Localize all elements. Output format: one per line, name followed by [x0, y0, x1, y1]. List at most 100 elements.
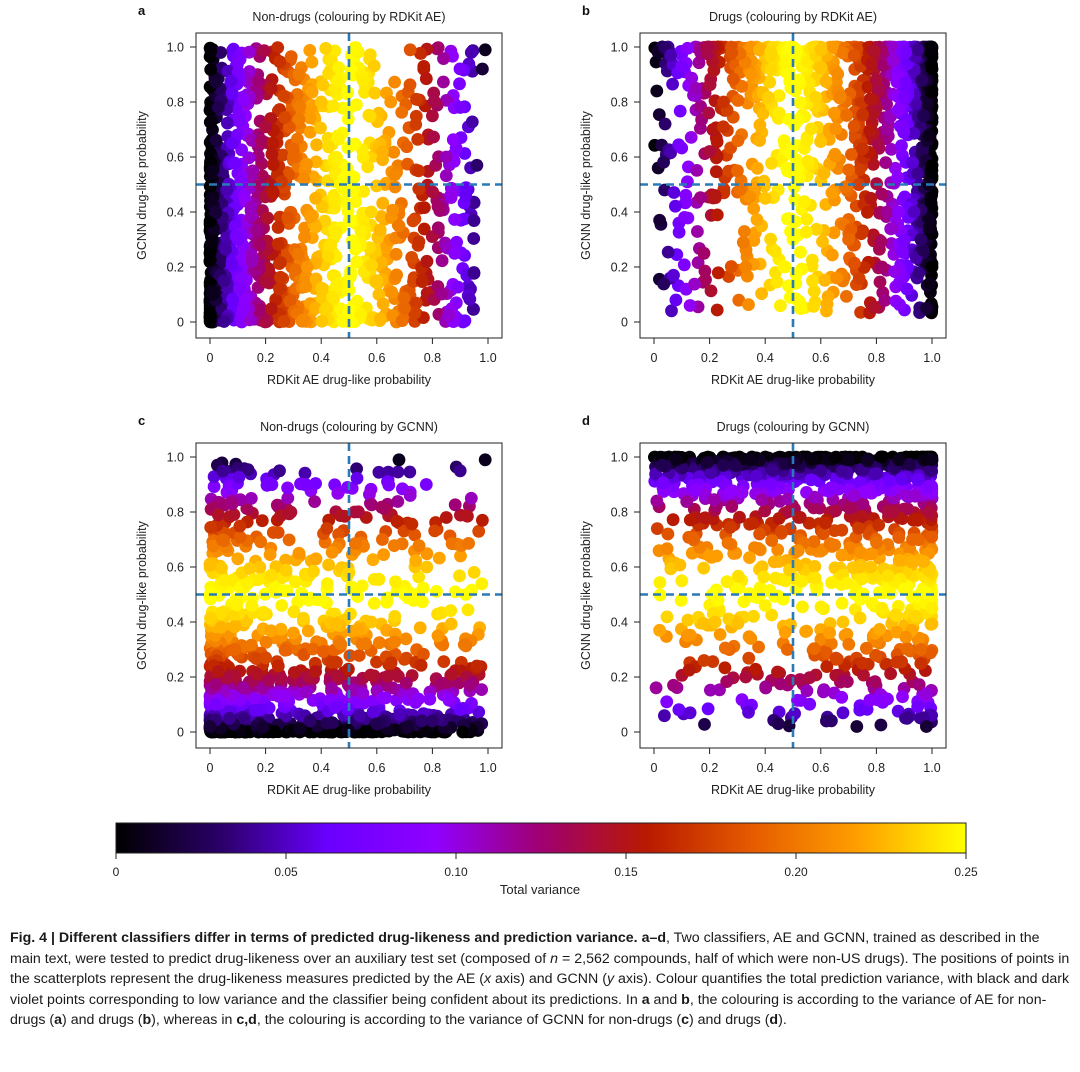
data-point — [828, 538, 842, 552]
figure-canvas: a Non-drugs (colouring by RDKit AE)0 0.2 0.… — [113, 3, 978, 897]
density-point — [352, 649, 366, 662]
density-point — [829, 451, 843, 464]
data-point — [292, 546, 306, 560]
density-point — [456, 725, 470, 739]
density-point — [372, 465, 386, 479]
density-point — [240, 502, 254, 515]
data-point — [758, 599, 772, 612]
data-point — [303, 714, 317, 728]
density-point — [731, 569, 745, 583]
density-point — [271, 659, 285, 673]
colorbar-tick-label: 0.05 — [274, 865, 298, 879]
density-point — [793, 673, 807, 686]
density-point — [221, 671, 234, 685]
density-point — [726, 72, 740, 86]
data-point — [758, 191, 772, 205]
density-point — [874, 718, 888, 732]
density-point — [819, 75, 833, 88]
density-point — [304, 210, 317, 224]
density-point — [732, 293, 746, 307]
density-point — [366, 705, 380, 719]
density-point — [305, 85, 319, 99]
data-point — [237, 301, 250, 315]
panel-letter: d — [582, 413, 590, 428]
data-point — [820, 304, 833, 318]
density-point — [795, 575, 809, 588]
density-point — [856, 497, 870, 511]
density-point — [911, 166, 924, 180]
density-point — [253, 238, 267, 252]
density-point — [305, 55, 319, 69]
density-point — [358, 85, 371, 99]
density-point — [316, 78, 330, 92]
y-tick-label: 0.4 — [167, 206, 184, 220]
density-point — [842, 637, 856, 651]
density-point — [241, 577, 255, 590]
density-point — [233, 519, 247, 533]
y-tick-label: 0.6 — [167, 561, 184, 575]
data-point — [320, 301, 334, 315]
density-point — [419, 72, 433, 86]
density-point — [330, 150, 343, 164]
density-point — [472, 705, 486, 719]
y-tick-label: 1.0 — [167, 41, 184, 55]
density-point — [372, 572, 386, 586]
density-point — [853, 560, 866, 574]
density-point — [891, 170, 905, 184]
density-point — [771, 665, 784, 679]
data-point — [225, 87, 239, 101]
density-point — [275, 175, 288, 189]
data-point — [211, 508, 225, 522]
y-tick-label: 0.6 — [167, 151, 184, 165]
density-point — [214, 46, 228, 59]
density-point — [672, 225, 686, 239]
density-point — [380, 595, 394, 609]
density-point — [840, 290, 853, 303]
density-point — [736, 236, 750, 249]
density-point — [896, 690, 909, 704]
density-point — [805, 452, 819, 466]
density-point — [826, 40, 840, 54]
density-point — [701, 40, 715, 54]
density-point — [746, 516, 759, 530]
density-point — [743, 551, 756, 564]
density-point — [768, 245, 782, 258]
density-point — [753, 581, 767, 595]
density-point — [731, 94, 745, 107]
data-point — [753, 134, 766, 147]
density-point — [444, 604, 458, 617]
data-point — [847, 48, 861, 62]
density-point — [457, 638, 471, 651]
y-axis-label: GCNN drug-like probability — [135, 110, 149, 259]
density-point — [386, 309, 399, 322]
data-point — [881, 692, 894, 706]
data-point — [245, 599, 259, 612]
density-point — [408, 306, 422, 320]
density-point — [733, 510, 746, 524]
density-point — [387, 539, 401, 552]
data-point — [675, 574, 689, 588]
density-point — [701, 702, 715, 716]
density-point — [362, 108, 376, 122]
density-point — [661, 245, 675, 259]
density-point — [376, 691, 390, 705]
data-point — [223, 711, 236, 725]
density-point — [467, 566, 481, 579]
data-point — [914, 233, 928, 246]
density-point — [735, 486, 749, 500]
data-point — [925, 453, 939, 467]
caption-ref-a2: a — [54, 1012, 63, 1029]
data-point — [897, 582, 911, 596]
density-point — [290, 88, 304, 101]
x-tick-label: 0 — [651, 761, 658, 775]
density-point — [291, 247, 305, 261]
data-point — [681, 629, 694, 643]
data-point — [203, 310, 217, 323]
data-point — [717, 458, 730, 472]
density-point — [206, 539, 220, 553]
density-point — [675, 141, 689, 155]
density-point — [350, 255, 364, 269]
data-point — [231, 552, 245, 566]
density-point — [463, 292, 477, 306]
density-point — [779, 574, 792, 588]
